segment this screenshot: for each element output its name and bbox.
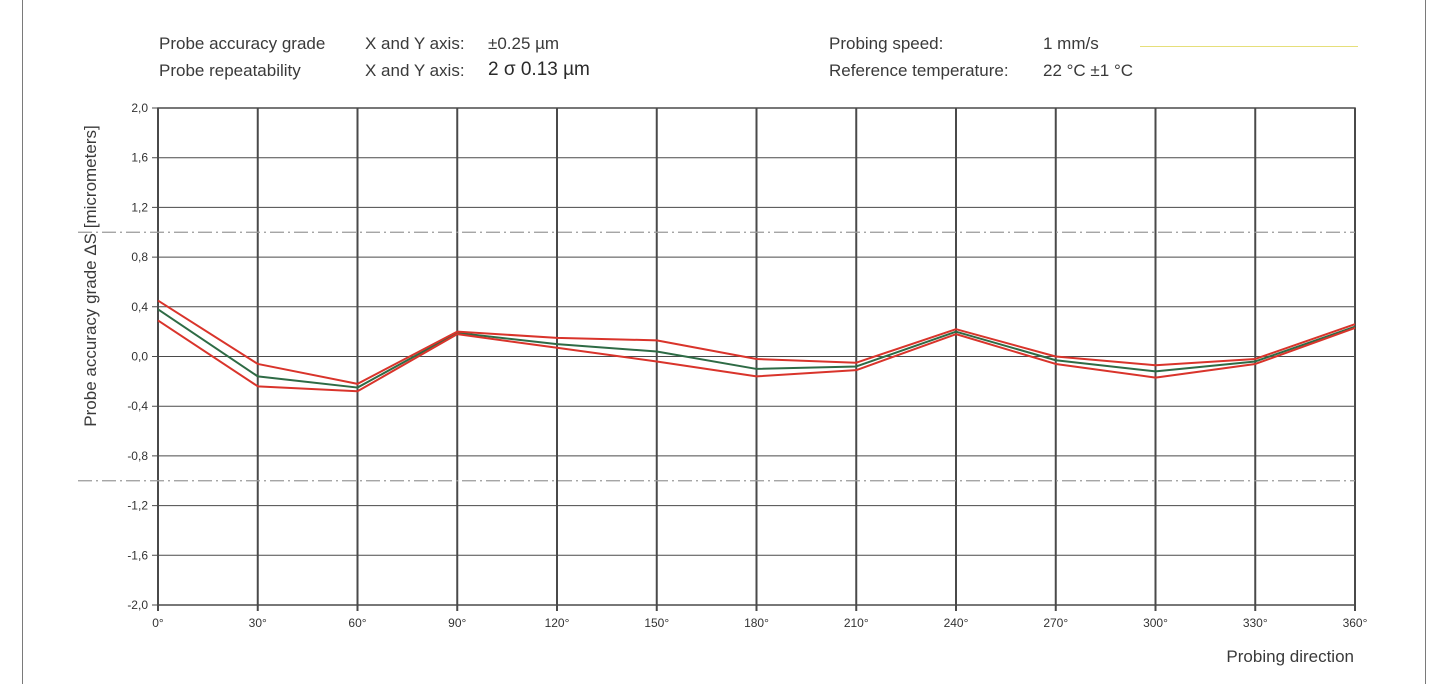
x-tick-label: 240°	[944, 616, 969, 630]
figure-frame	[22, 0, 1426, 684]
accuracy-value: ±0.25 µm	[488, 34, 560, 53]
x-tick-label: 180°	[744, 616, 769, 630]
x-tick-label: 270°	[1043, 616, 1068, 630]
x-tick-label: 210°	[844, 616, 869, 630]
y-tick-label: -1,6	[127, 548, 148, 562]
series-line	[157, 299, 1356, 385]
y-tick-label: 0,4	[131, 300, 148, 314]
speed-value: 1 mm/s	[1043, 34, 1099, 53]
y-tick-label: 0,0	[131, 350, 148, 364]
repeatability-axis: X and Y axis:	[365, 61, 465, 80]
accuracy-label: Probe accuracy grade	[159, 34, 326, 53]
y-tick-label: -0,8	[127, 449, 148, 463]
x-axis-label: Probing direction	[1226, 647, 1354, 666]
speed-label: Probing speed:	[829, 34, 944, 53]
y-tick-label: 1,6	[131, 151, 148, 165]
x-tick-label: 150°	[644, 616, 669, 630]
x-tick-label: 360°	[1343, 616, 1368, 630]
y-tick-label: -0,4	[127, 399, 148, 413]
x-tick-label: 30°	[249, 616, 267, 630]
y-tick-label: 0,8	[131, 250, 148, 264]
x-tick-label: 0°	[152, 616, 164, 630]
repeatability-value: 2 σ 0.13 µm	[488, 59, 590, 80]
y-tick-label: -1,2	[127, 499, 148, 513]
series-line	[157, 319, 1356, 393]
x-tick-label: 330°	[1243, 616, 1268, 630]
y-tick-label: -2,0	[127, 598, 148, 612]
speed-legend-line	[1140, 46, 1358, 47]
temperature-value: 22 °C ±1 °C	[1043, 61, 1134, 80]
plot-border	[157, 107, 1356, 606]
series-line	[157, 308, 1356, 389]
x-tick-label: 60°	[348, 616, 366, 630]
x-tick-label: 120°	[545, 616, 570, 630]
y-tick-label: 1,2	[131, 200, 148, 214]
temperature-label: Reference temperature:	[829, 61, 1009, 80]
y-tick-label: 2,0	[131, 101, 148, 115]
x-tick-label: 90°	[448, 616, 466, 630]
x-tick-label: 300°	[1143, 616, 1168, 630]
accuracy-axis: X and Y axis:	[365, 34, 465, 53]
repeatability-label: Probe repeatability	[159, 61, 301, 80]
